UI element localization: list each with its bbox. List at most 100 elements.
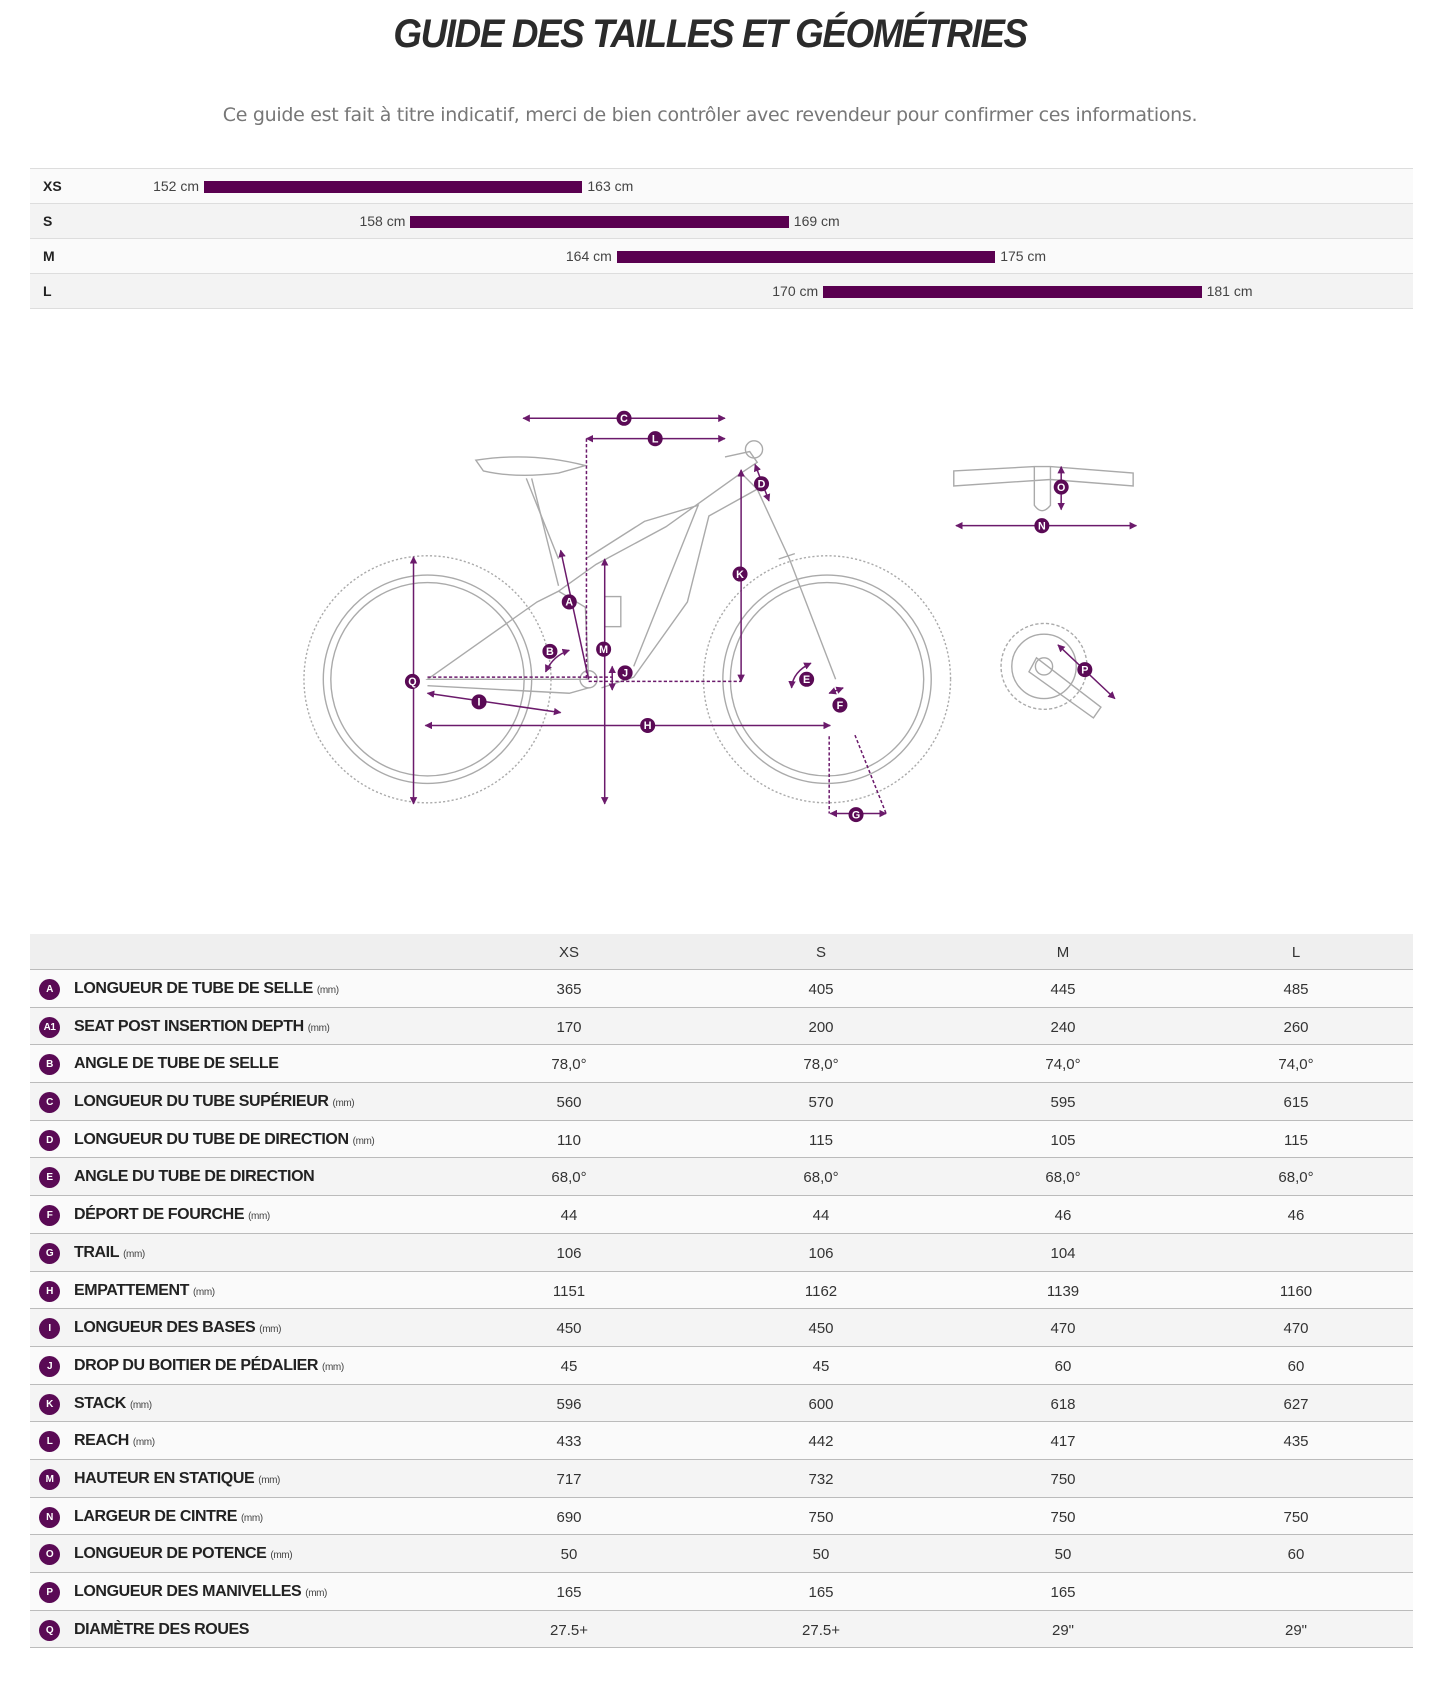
row-label: REACH (mm) <box>74 1432 155 1450</box>
unit-label: (mm) <box>129 1399 152 1411</box>
size-label: S <box>43 213 53 229</box>
badge-letter: K <box>736 569 744 581</box>
badge-f: F <box>832 697 848 713</box>
cell-s: 165 <box>808 1584 834 1601</box>
row-badge: K <box>39 1393 60 1415</box>
cell-m: 750 <box>1050 1508 1076 1526</box>
chainring <box>1000 622 1088 711</box>
badge-g: G <box>848 807 864 823</box>
table-row: A1 SEAT POST INSERTION DEPTH (mm) 170 200 24… <box>30 1007 1413 1046</box>
unit-label: (mm) <box>132 1437 155 1449</box>
badge-letter: O <box>1057 482 1065 494</box>
cell-l: 615 <box>1283 1094 1309 1112</box>
cell-s: 600 <box>808 1395 834 1413</box>
row-badge: Q <box>39 1619 60 1641</box>
table-row: O LONGUEUR DE POTENCE (mm) 50 50 50 60 <box>30 1535 1413 1573</box>
row-label: ANGLE DE TUBE DE SELLE <box>74 1055 279 1073</box>
badge-h: H <box>640 717 656 733</box>
cell-m: 1139 <box>1046 1282 1080 1300</box>
badge-j: J <box>617 665 633 681</box>
cell-l: 46 <box>1287 1207 1305 1225</box>
table-row: Q DIAMÈTRE DES ROUES 27.5+ 27.5+ 29" 29" <box>30 1610 1413 1649</box>
cell-m: 240 <box>1050 1018 1076 1036</box>
bike-drawing <box>303 440 1134 804</box>
badge-o: O <box>1053 479 1069 495</box>
cell-s: 200 <box>808 1018 834 1036</box>
shock <box>604 595 622 628</box>
badge-letter: M <box>599 644 608 656</box>
row-label: SEAT POST INSERTION DEPTH (mm) <box>74 1017 330 1035</box>
cell-l: 260 <box>1283 1018 1309 1036</box>
row-label: STACK (mm) <box>74 1394 152 1412</box>
bike-geometry-diagram: A B C D E F G H I J K L M N O P Q <box>303 410 1138 823</box>
cell-xs: 68,0° <box>551 1169 587 1187</box>
table-row: H EMPATTEMENT (mm) 1151 1162 1139 1160 <box>30 1271 1413 1310</box>
row-badge: O <box>39 1544 60 1566</box>
size-label: L <box>43 283 52 299</box>
row-label: EMPATTEMENT (mm) <box>74 1281 215 1299</box>
badge-letter: A <box>565 597 573 609</box>
cell-s: 27.5+ <box>802 1621 840 1639</box>
badge-letter: F <box>837 700 844 712</box>
cell-m: 618 <box>1050 1395 1076 1413</box>
seatpost <box>525 478 560 560</box>
max-height-label: 175 cm <box>1000 248 1047 264</box>
row-label: LONGUEUR DE TUBE DE SELLE (mm) <box>74 980 339 997</box>
cell-xs: 27.5+ <box>550 1621 588 1639</box>
cell-s: 44 <box>812 1207 830 1225</box>
cell-xs: 365 <box>556 981 582 998</box>
geometry-table: XS S M L A LONGUEUR DE TUBE DE SELLE (mm) 365… <box>30 934 1413 1649</box>
row-label: TRAIL (mm) <box>74 1243 145 1261</box>
cell-s: 115 <box>809 1131 833 1149</box>
row-badge: P <box>39 1582 60 1603</box>
cell-xs: 165 <box>556 1584 582 1601</box>
row-badge: D <box>39 1129 60 1151</box>
badge-letter: P <box>1081 664 1088 676</box>
table-row: F DÉPORT DE FOURCHE (mm) 44 44 46 46 <box>30 1196 1413 1234</box>
badge-letter: E <box>803 674 810 686</box>
column-header-m: M <box>1056 944 1070 961</box>
row-badge: G <box>39 1242 60 1264</box>
cell-s: 45 <box>812 1357 830 1375</box>
min-height-label: 170 cm <box>772 283 819 299</box>
row-badge: M <box>39 1468 60 1490</box>
cell-m: 46 <box>1054 1207 1072 1225</box>
cell-xs: 78,0° <box>551 1056 587 1074</box>
cell-m: 104 <box>1050 1244 1076 1262</box>
cell-m: 29" <box>1051 1621 1075 1639</box>
stem <box>744 440 764 459</box>
height-range-bar <box>823 286 1202 298</box>
cell-m: 74,0° <box>1045 1056 1081 1074</box>
front-tire <box>702 555 952 804</box>
min-height-label: 164 cm <box>565 248 612 264</box>
unit-label: (mm) <box>240 1512 263 1524</box>
badge-letter: B <box>546 646 554 658</box>
page-subtitle: Ce guide est fait à titre indicatif, mer… <box>222 104 1198 126</box>
unit-label: (mm) <box>259 1324 282 1336</box>
unit-label: (mm) <box>258 1474 280 1486</box>
cell-l: 1160 <box>1279 1282 1313 1300</box>
cell-xs: 450 <box>556 1320 582 1338</box>
cell-xs: 560 <box>556 1094 582 1112</box>
unit-label: (mm) <box>305 1588 327 1599</box>
table-row: D LONGUEUR DU TUBE DE DIRECTION (mm) 110 11… <box>30 1120 1413 1159</box>
column-header-s: S <box>815 944 827 961</box>
cell-s: 750 <box>808 1508 834 1526</box>
cell-xs: 690 <box>556 1508 582 1526</box>
badge-m: M <box>596 641 612 657</box>
cell-l: 68,0° <box>1278 1169 1314 1187</box>
table-row: B ANGLE DE TUBE DE SELLE 78,0° 78,0° 74,0° 7… <box>30 1045 1413 1084</box>
cell-m: 595 <box>1050 1094 1076 1112</box>
table-row: I LONGUEUR DES BASES (mm) 450 450 470 470 <box>30 1309 1413 1347</box>
cell-s: 570 <box>808 1094 834 1112</box>
cell-m: 417 <box>1050 1433 1076 1451</box>
unit-label: (mm) <box>322 1361 344 1373</box>
unit-label: (mm) <box>270 1550 293 1562</box>
row-label: LONGUEUR DES BASES (mm) <box>74 1319 282 1337</box>
cell-xs: 44 <box>560 1207 578 1225</box>
cell-xs: 45 <box>560 1357 578 1375</box>
badge-a: A <box>561 594 577 610</box>
size-label: M <box>43 248 55 264</box>
row-badge: F <box>39 1205 60 1227</box>
row-label: LONGUEUR DE POTENCE (mm) <box>74 1545 293 1563</box>
